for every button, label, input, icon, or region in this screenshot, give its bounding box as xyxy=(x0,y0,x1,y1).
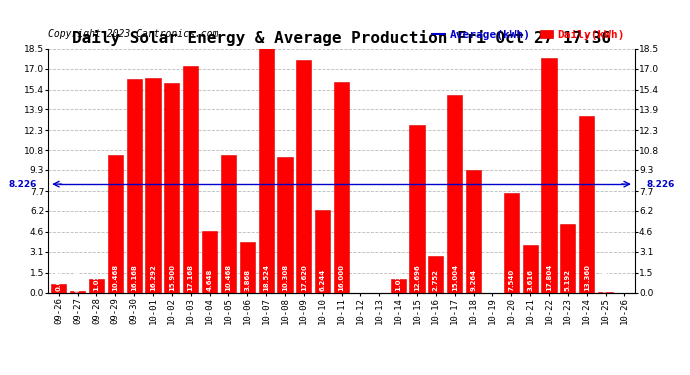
Text: 17.620: 17.620 xyxy=(301,264,307,291)
Text: 13.360: 13.360 xyxy=(584,264,590,291)
Text: Copyright 2023 Cartronics.com: Copyright 2023 Cartronics.com xyxy=(48,29,219,39)
Text: 0.668: 0.668 xyxy=(56,268,61,291)
Bar xyxy=(447,95,462,292)
Bar xyxy=(164,83,179,292)
Text: 15.900: 15.900 xyxy=(169,264,175,291)
Text: 10.308: 10.308 xyxy=(282,263,288,291)
Bar xyxy=(391,279,406,292)
Text: 15.004: 15.004 xyxy=(452,263,457,291)
Bar xyxy=(504,193,519,292)
Text: 0.044: 0.044 xyxy=(602,269,609,292)
Title: Daily Solar Energy & Average Production Fri Oct 27 17:36: Daily Solar Energy & Average Production … xyxy=(72,30,611,46)
Bar xyxy=(239,242,255,292)
Bar xyxy=(542,58,557,292)
Text: 3.868: 3.868 xyxy=(244,268,250,291)
Text: 1.032: 1.032 xyxy=(395,268,401,291)
Bar xyxy=(126,80,141,292)
Bar xyxy=(466,171,481,292)
Text: 0.128: 0.128 xyxy=(75,270,81,292)
Bar xyxy=(108,154,123,292)
Text: 10.468: 10.468 xyxy=(226,263,231,291)
Text: 9.264: 9.264 xyxy=(471,268,477,291)
Bar xyxy=(221,154,236,292)
Text: 5.192: 5.192 xyxy=(565,268,571,291)
Bar xyxy=(259,48,274,292)
Bar xyxy=(522,245,538,292)
Text: 6.244: 6.244 xyxy=(319,268,326,291)
Text: 17.804: 17.804 xyxy=(546,263,552,291)
Bar xyxy=(428,256,444,292)
Text: 17.168: 17.168 xyxy=(188,264,194,291)
Bar xyxy=(560,224,575,292)
Bar xyxy=(89,279,104,292)
Text: 2.752: 2.752 xyxy=(433,268,439,291)
Bar xyxy=(51,284,66,292)
Text: 16.292: 16.292 xyxy=(150,264,156,291)
Text: 4.648: 4.648 xyxy=(206,268,213,291)
Bar xyxy=(296,60,311,292)
Text: 3.616: 3.616 xyxy=(527,268,533,291)
Bar xyxy=(146,78,161,292)
Bar xyxy=(202,231,217,292)
Text: 18.524: 18.524 xyxy=(263,264,269,291)
Bar xyxy=(334,82,349,292)
Text: 8.226: 8.226 xyxy=(647,180,675,189)
Text: 7.540: 7.540 xyxy=(509,268,514,291)
Text: 10.468: 10.468 xyxy=(112,263,118,291)
Bar xyxy=(70,291,85,292)
Text: 16.168: 16.168 xyxy=(131,264,137,291)
Bar xyxy=(277,157,293,292)
Text: 16.000: 16.000 xyxy=(339,264,344,291)
Bar xyxy=(315,210,331,292)
Text: 8.226: 8.226 xyxy=(8,180,37,189)
Bar xyxy=(183,66,198,292)
Bar xyxy=(579,117,594,292)
Bar xyxy=(409,125,424,292)
Text: 1.052: 1.052 xyxy=(93,268,99,291)
Text: 12.696: 12.696 xyxy=(414,264,420,291)
Legend: Average(kWh), Daily(kWh): Average(kWh), Daily(kWh) xyxy=(427,25,629,44)
